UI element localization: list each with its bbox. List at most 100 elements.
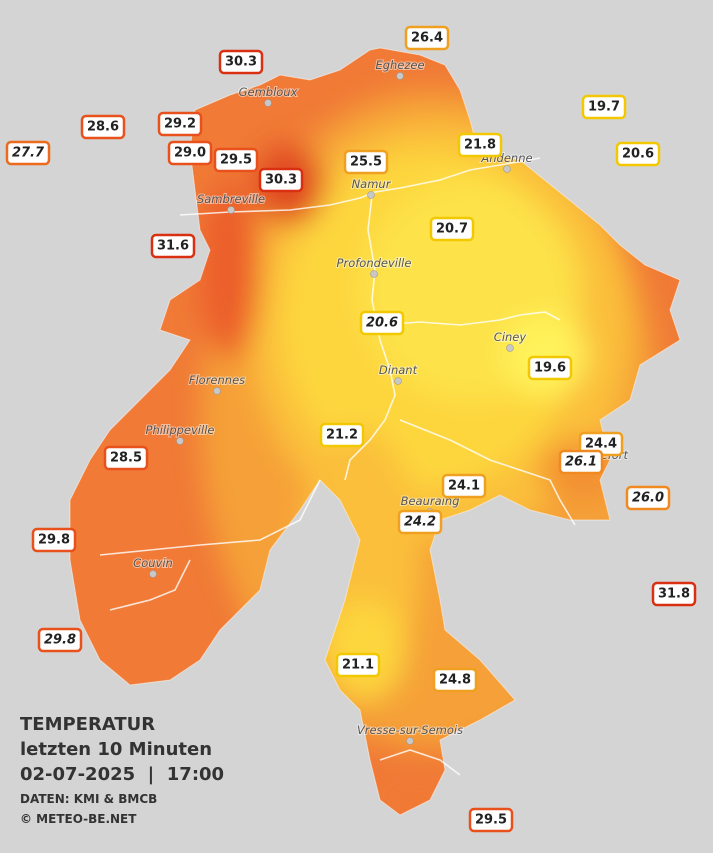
source: DATEN: KMI & BMCB bbox=[20, 792, 157, 806]
station-value: 21.2 bbox=[326, 428, 358, 443]
town-dot bbox=[506, 344, 514, 352]
station-value: 20.7 bbox=[436, 222, 468, 237]
station: 29.5 bbox=[468, 807, 514, 833]
station-box bbox=[157, 111, 203, 137]
station-box bbox=[343, 149, 389, 175]
station-value: 19.7 bbox=[588, 100, 620, 115]
station-box bbox=[429, 216, 475, 242]
datetime: 02-07-2025 | 17:00 bbox=[20, 764, 224, 785]
station: 26.1 bbox=[558, 449, 604, 475]
station-box bbox=[432, 667, 478, 693]
station-value: 28.6 bbox=[87, 120, 119, 135]
station-value: 26.4 bbox=[411, 31, 443, 46]
station-value: 19.6 bbox=[534, 361, 566, 376]
title: TEMPERATUR bbox=[20, 714, 155, 735]
rivers bbox=[99, 157, 576, 776]
station: 26.0 bbox=[625, 485, 671, 511]
station: 20.6 bbox=[615, 141, 661, 167]
station-box bbox=[335, 652, 381, 678]
station: 24.2 bbox=[397, 509, 443, 535]
station-box bbox=[80, 114, 126, 140]
station-box bbox=[213, 147, 259, 173]
station: 31.8 bbox=[651, 581, 697, 607]
station-value: 28.5 bbox=[110, 451, 142, 466]
station-box bbox=[404, 25, 450, 51]
station: 27.7 bbox=[5, 140, 51, 166]
town-label: Vresse-sur-Semois bbox=[357, 723, 463, 737]
station-box bbox=[319, 422, 365, 448]
subtitle: letzten 10 Minuten bbox=[20, 739, 212, 760]
station-value: 30.3 bbox=[225, 55, 257, 70]
town-dot bbox=[370, 270, 378, 278]
station-box bbox=[5, 140, 51, 166]
station-box bbox=[397, 509, 443, 535]
town-dot bbox=[149, 570, 157, 578]
town-label: Dinant bbox=[379, 363, 418, 377]
station-value: 31.8 bbox=[658, 587, 690, 602]
station-value: 29.5 bbox=[220, 153, 252, 168]
station-value: 30.3 bbox=[265, 173, 297, 188]
station-box bbox=[359, 310, 405, 336]
station-box bbox=[651, 581, 697, 607]
station: 21.2 bbox=[319, 422, 365, 448]
station-box bbox=[615, 141, 661, 167]
station-box bbox=[527, 355, 573, 381]
station: 31.6 bbox=[150, 233, 196, 259]
town-dot bbox=[176, 437, 184, 445]
station-value: 20.6 bbox=[366, 316, 398, 331]
station-value: 27.7 bbox=[12, 146, 45, 161]
station-box bbox=[558, 449, 604, 475]
station: 24.1 bbox=[441, 473, 487, 499]
station: 26.4 bbox=[404, 25, 450, 51]
town-dot bbox=[367, 191, 375, 199]
station-value: 20.6 bbox=[622, 147, 654, 162]
station: 21.8 bbox=[457, 132, 503, 158]
station-value: 29.5 bbox=[475, 813, 507, 828]
station-value: 24.8 bbox=[439, 673, 471, 688]
station-value: 29.0 bbox=[174, 146, 206, 161]
station-box bbox=[581, 94, 627, 120]
town-label: Ciney bbox=[494, 330, 527, 344]
station-box bbox=[457, 132, 503, 158]
town-dot bbox=[503, 165, 511, 173]
station-box bbox=[625, 485, 671, 511]
station-box bbox=[258, 167, 304, 193]
town-label: Couvin bbox=[133, 556, 173, 570]
town-label: Sambreville bbox=[197, 192, 265, 206]
town-label: Philippeville bbox=[146, 423, 215, 437]
station: 25.5 bbox=[343, 149, 389, 175]
station: 28.5 bbox=[103, 445, 149, 471]
station: 29.5 bbox=[213, 147, 259, 173]
station: 28.6 bbox=[80, 114, 126, 140]
town-dot bbox=[394, 377, 402, 385]
station: 24.8 bbox=[432, 667, 478, 693]
station-box bbox=[441, 473, 487, 499]
credit: © METEO-BE.NET bbox=[20, 812, 137, 826]
station-box bbox=[218, 49, 264, 75]
station: 20.7 bbox=[429, 216, 475, 242]
station: 29.0 bbox=[167, 140, 213, 166]
town-label: Gembloux bbox=[239, 85, 298, 99]
town-dot bbox=[406, 737, 414, 745]
station-value: 24.4 bbox=[585, 437, 617, 452]
station-box bbox=[31, 527, 77, 553]
station-box bbox=[150, 233, 196, 259]
town-label: Eghezee bbox=[375, 58, 424, 72]
station-value: 24.1 bbox=[448, 479, 480, 494]
station: 30.3 bbox=[218, 49, 264, 75]
station: 20.6 bbox=[359, 310, 405, 336]
station: 21.1 bbox=[335, 652, 381, 678]
station-box bbox=[468, 807, 514, 833]
station-box bbox=[103, 445, 149, 471]
town-label: Namur bbox=[352, 177, 392, 191]
station-value: 29.8 bbox=[38, 533, 70, 548]
station: 19.7 bbox=[581, 94, 627, 120]
station-value: 21.1 bbox=[342, 658, 374, 673]
station: 29.2 bbox=[157, 111, 203, 137]
town-dot bbox=[264, 99, 272, 107]
station-value: 25.5 bbox=[350, 155, 382, 170]
station: 30.3 bbox=[258, 167, 304, 193]
town-dot bbox=[396, 72, 404, 80]
station-value: 26.0 bbox=[632, 491, 664, 506]
